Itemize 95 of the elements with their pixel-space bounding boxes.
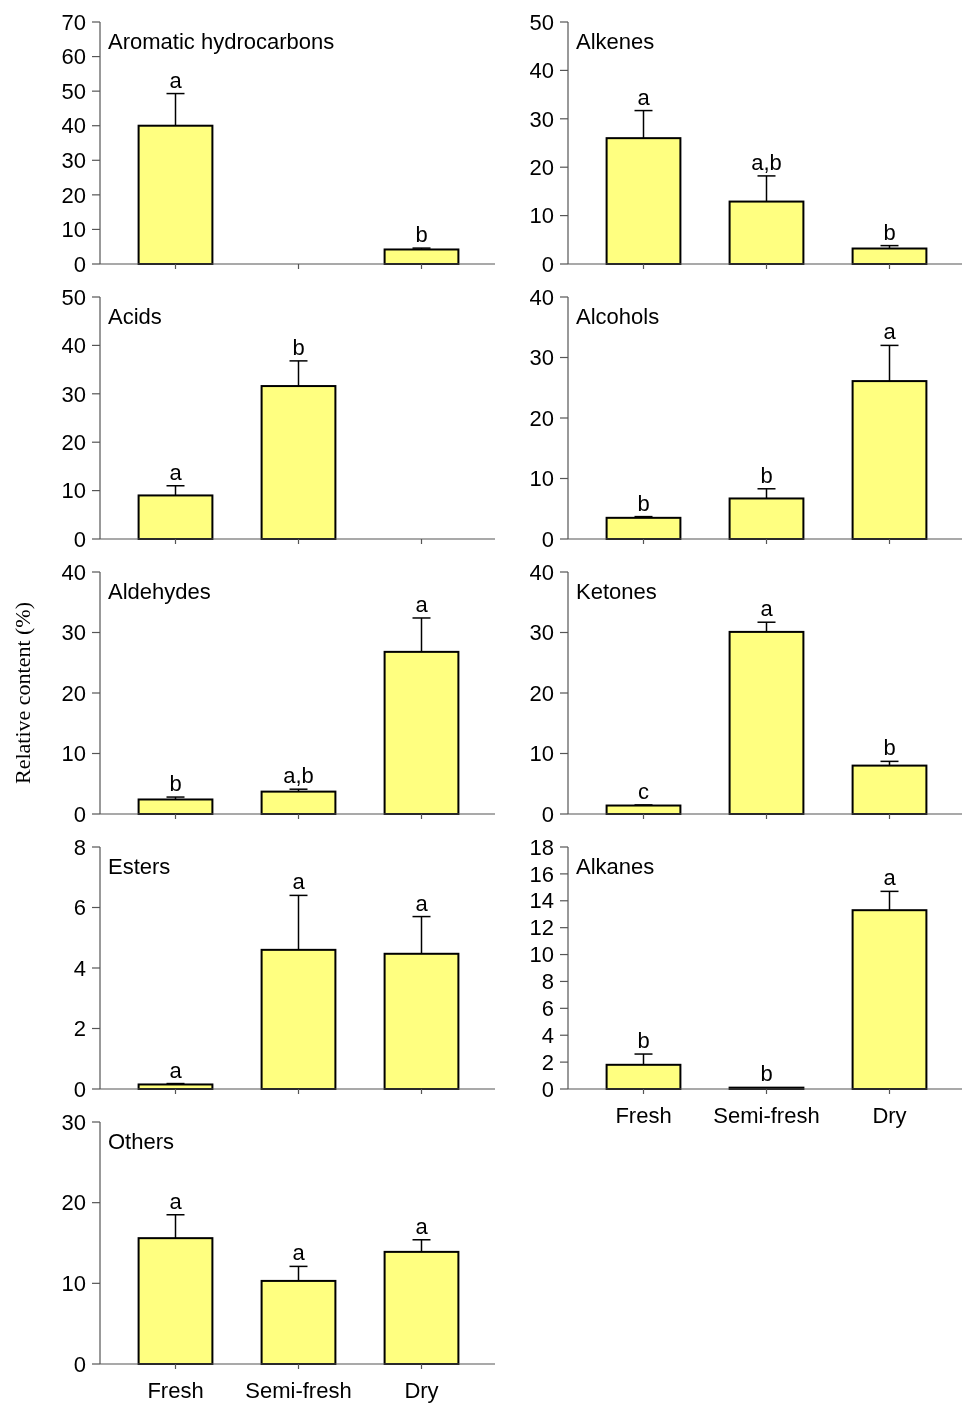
chart-title: Alcohols xyxy=(576,304,660,329)
y-tick-label: 0 xyxy=(73,251,86,277)
annotation: a xyxy=(415,890,429,916)
chart-title: Others xyxy=(108,1129,175,1154)
y-tick-label: 4 xyxy=(541,1022,554,1048)
y-tick-label: 20 xyxy=(61,429,86,455)
y-tick-label: 30 xyxy=(61,1109,86,1135)
x-tick-label: Fresh xyxy=(615,1103,672,1128)
y-tick-label: 70 xyxy=(61,9,86,35)
y-tick-label: 6 xyxy=(73,895,86,921)
y-tick-label: 0 xyxy=(541,251,554,277)
y-tick-label: 20 xyxy=(529,680,554,706)
x-tick-label: Semi-fresh xyxy=(245,1378,352,1403)
y-tick-label: 10 xyxy=(61,478,86,504)
y-tick-label: 0 xyxy=(73,1351,86,1377)
annotation: b xyxy=(637,490,650,516)
y-tick-label: 40 xyxy=(61,113,86,139)
annotation: a xyxy=(292,1240,306,1266)
x-tick-label: Semi-fresh xyxy=(713,1103,820,1128)
y-tick-label: 8 xyxy=(73,834,86,860)
annotation: a,b xyxy=(283,763,314,789)
y-tick-label: 50 xyxy=(529,9,554,35)
chart-title: Acids xyxy=(108,304,162,329)
y-tick-label: 20 xyxy=(61,680,86,706)
y-tick-label: 10 xyxy=(529,466,554,492)
y-tick-label: 0 xyxy=(73,801,86,827)
chart-title: Aldehydes xyxy=(108,579,211,604)
y-tick-label: 10 xyxy=(61,741,86,767)
y-tick-label: 16 xyxy=(529,861,554,887)
y-tick-label: 50 xyxy=(61,78,86,104)
x-tick-label: Dry xyxy=(404,1378,439,1403)
y-tick-label: 40 xyxy=(61,333,86,359)
y-tick-label: 20 xyxy=(61,182,86,208)
annotation: a xyxy=(415,591,429,617)
y-tick-label: 30 xyxy=(61,147,86,173)
y-tick-label: 0 xyxy=(541,1076,554,1102)
y-tick-label: 0 xyxy=(73,526,86,552)
chart-title: Aromatic hydrocarbons xyxy=(108,29,335,54)
y-tick-label: 40 xyxy=(61,559,86,585)
y-tick-label: 30 xyxy=(529,345,554,371)
annotation: a xyxy=(169,67,183,93)
annotation: b xyxy=(169,771,182,797)
y-tick-label: 30 xyxy=(61,381,86,407)
y-tick-label: 0 xyxy=(73,1076,86,1102)
chart-title: Alkanes xyxy=(576,854,655,879)
y-tick-label: 40 xyxy=(529,559,554,585)
y-tick-label: 10 xyxy=(61,1271,86,1297)
y-tick-label: 4 xyxy=(73,955,86,981)
annotation: b xyxy=(760,1060,773,1086)
y-axis-title: Relative content (%) xyxy=(10,601,35,785)
y-tick-label: 30 xyxy=(529,620,554,646)
y-tick-label: 0 xyxy=(541,526,554,552)
y-tick-label: 20 xyxy=(529,405,554,431)
y-tick-label: 12 xyxy=(529,915,554,941)
annotation: a,b xyxy=(751,149,782,175)
annotation: a xyxy=(169,1188,183,1214)
annotation: a xyxy=(760,596,774,622)
annotation: a xyxy=(292,869,306,895)
x-tick-label: Fresh xyxy=(147,1378,204,1403)
y-tick-label: 2 xyxy=(73,1016,86,1042)
y-tick-label: 20 xyxy=(529,154,554,180)
y-tick-label: 8 xyxy=(541,969,554,995)
y-tick-label: 30 xyxy=(61,620,86,646)
annotation: b xyxy=(883,219,896,245)
y-tick-label: 10 xyxy=(529,203,554,229)
annotation: b xyxy=(883,735,896,761)
x-tick-label: Dry xyxy=(872,1103,907,1128)
annotation: a xyxy=(169,459,183,485)
y-tick-label: 2 xyxy=(541,1049,554,1075)
y-tick-label: 10 xyxy=(61,217,86,243)
y-tick-label: 10 xyxy=(529,741,554,767)
annotation: b xyxy=(637,1028,650,1054)
y-tick-label: 18 xyxy=(529,834,554,860)
y-tick-label: 6 xyxy=(541,996,554,1022)
y-tick-label: 20 xyxy=(61,1190,86,1216)
y-tick-label: 0 xyxy=(541,801,554,827)
chart-title: Alkenes xyxy=(576,29,655,54)
y-tick-label: 14 xyxy=(529,888,554,914)
y-tick-label: 50 xyxy=(61,284,86,310)
annotation: c xyxy=(638,778,649,804)
y-tick-label: 40 xyxy=(529,284,554,310)
y-tick-label: 60 xyxy=(61,44,86,70)
chart-title: Esters xyxy=(108,854,171,879)
annotation: b xyxy=(415,222,428,248)
annotation: a xyxy=(637,84,651,110)
annotation: a xyxy=(883,319,897,345)
y-tick-label: 30 xyxy=(529,106,554,132)
annotation: b xyxy=(760,462,773,488)
annotation: a xyxy=(169,1057,183,1083)
chart-title: Ketones xyxy=(576,579,657,604)
annotation: a xyxy=(883,865,897,891)
y-tick-label: 10 xyxy=(529,942,554,968)
y-tick-label: 40 xyxy=(529,58,554,84)
annotation: b xyxy=(292,334,305,360)
annotation: a xyxy=(415,1213,429,1239)
